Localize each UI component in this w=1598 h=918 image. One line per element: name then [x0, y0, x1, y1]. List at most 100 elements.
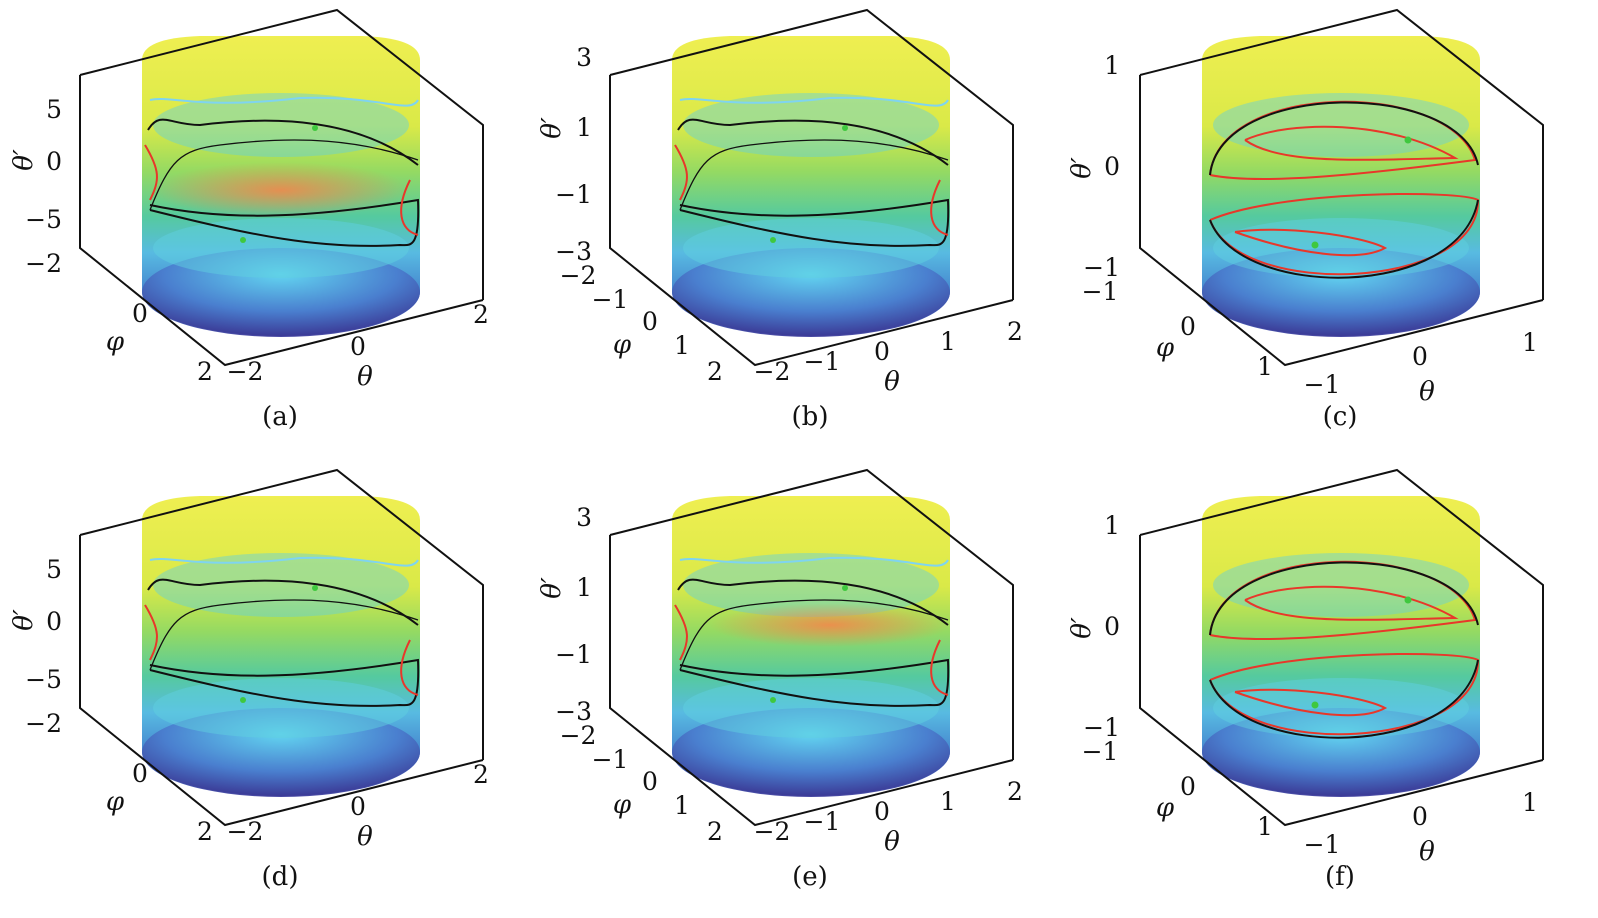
fixed-point [770, 237, 776, 243]
contour-curve [144, 604, 158, 661]
y-tick-label: −1 [1082, 737, 1119, 766]
fixed-point [240, 697, 246, 703]
z-tick-label: −1 [1083, 713, 1120, 742]
panel-label: (e) [792, 862, 828, 892]
x-tick-label: −2 [227, 817, 264, 846]
z-tick-label: −1 [555, 640, 592, 669]
trajectory-upper [677, 578, 949, 626]
panel-d: 5 0 −5 −2 0 2 −2 0 2 θ′ φ θ (d) [9, 468, 489, 892]
inner-surface-upper [153, 553, 409, 617]
phase-cylinder [142, 36, 420, 337]
trajectory-cyan [679, 556, 949, 567]
inner-surface-lower [1213, 678, 1469, 738]
z-tick-label: −5 [25, 205, 62, 234]
y-axis-label: φ [106, 787, 125, 817]
x-tick-label: 0 [874, 797, 890, 826]
x-tick-label: 2 [473, 760, 489, 789]
separatrix [1209, 561, 1479, 739]
fixed-point [842, 585, 848, 591]
panel-label: (b) [792, 402, 829, 432]
y-tick-label: 2 [707, 817, 723, 846]
x-tick-label: 2 [1007, 777, 1023, 806]
y-tick-label: −1 [592, 285, 629, 314]
y-tick-label: −2 [560, 721, 597, 750]
phase-cylinder [672, 496, 950, 797]
y-tick-label: 1 [1257, 812, 1273, 841]
x-tick-label: 1 [940, 787, 956, 816]
y-tick-label: −2 [25, 709, 62, 738]
y-tick-label: 1 [1257, 352, 1273, 381]
panel-c: 10−1−101−10 1θ′φθ(c) [1067, 8, 1544, 432]
x-tick-label: −1 [1304, 830, 1341, 859]
x-tick-label: 1 [940, 327, 956, 356]
z-tick-label: 1 [1104, 511, 1120, 540]
z-axis-label: θ′ [9, 149, 39, 171]
panel-label: (c) [1323, 402, 1358, 432]
panel-label: (d) [262, 862, 299, 892]
x-axis-label: θ [884, 367, 900, 397]
z-tick-label: 3 [576, 503, 592, 532]
trajectory-lower [679, 658, 950, 707]
panel-label: (f) [1325, 862, 1355, 892]
fixed-point [312, 585, 318, 591]
axis-box [1139, 8, 1544, 367]
trajectories [1209, 100, 1480, 279]
x-tick-label: −1 [1304, 370, 1341, 399]
x-axis-label: θ [357, 362, 373, 392]
contour-curve [1244, 125, 1459, 161]
contour-curve [144, 144, 158, 201]
fixed-point [842, 125, 848, 131]
z-tick-label: 0 [1104, 152, 1120, 181]
contour-curve [674, 604, 688, 661]
y-axis-label: φ [1156, 333, 1175, 363]
panel-f: 10−1−101−10 1θ′φθ(f) [1067, 468, 1544, 892]
axis-box [609, 8, 1014, 367]
inner-surface-upper [153, 93, 409, 157]
x-tick-label: 1 [1522, 788, 1538, 817]
z-tick-label: 5 [46, 555, 62, 584]
z-tick-label: −3 [555, 237, 592, 266]
y-tick-label: −1 [1082, 277, 1119, 306]
z-tick-label: 0 [1104, 612, 1120, 641]
z-tick-label: −1 [555, 180, 592, 209]
y-tick-label: −1 [592, 745, 629, 774]
axis-box [1139, 468, 1544, 827]
trajectories [1209, 560, 1480, 739]
x-tick-label: 2 [473, 300, 489, 329]
contour-curve [1234, 228, 1388, 257]
z-tick-label: 3 [576, 43, 592, 72]
x-axis-label: θ [1419, 377, 1435, 407]
contour-curve [400, 639, 419, 696]
y-tick-label: 0 [642, 307, 658, 336]
inner-surface-lower [683, 678, 939, 738]
trajectory-middle [679, 139, 949, 211]
x-tick-label: −1 [804, 807, 841, 836]
z-tick-label: 0 [46, 147, 62, 176]
y-tick-label: 0 [1180, 772, 1196, 801]
trajectory-lower [679, 198, 950, 247]
z-tick-label: 1 [576, 113, 592, 142]
inner-surface-lower [153, 218, 409, 278]
z-axis-label: θ′ [537, 577, 567, 599]
y-tick-label: 0 [132, 759, 148, 788]
axis-box [79, 468, 484, 827]
y-axis-label: φ [613, 330, 632, 360]
trajectory-upper [147, 118, 419, 166]
fixed-point [1311, 241, 1319, 249]
z-axis-label: θ′ [9, 609, 39, 631]
x-tick-label: −2 [227, 357, 264, 386]
fixed-point [312, 125, 318, 131]
z-tick-label: 1 [576, 573, 592, 602]
z-axis-label: θ′ [1067, 617, 1097, 639]
x-tick-label: 0 [1412, 342, 1428, 371]
inner-surface-upper [683, 93, 939, 157]
z-axis-label: θ′ [1067, 157, 1097, 179]
trajectories [674, 556, 950, 707]
trajectory-lower [149, 198, 420, 247]
y-axis-label: φ [1156, 793, 1175, 823]
y-tick-label: −2 [560, 261, 597, 290]
contour-curve [1209, 653, 1480, 736]
